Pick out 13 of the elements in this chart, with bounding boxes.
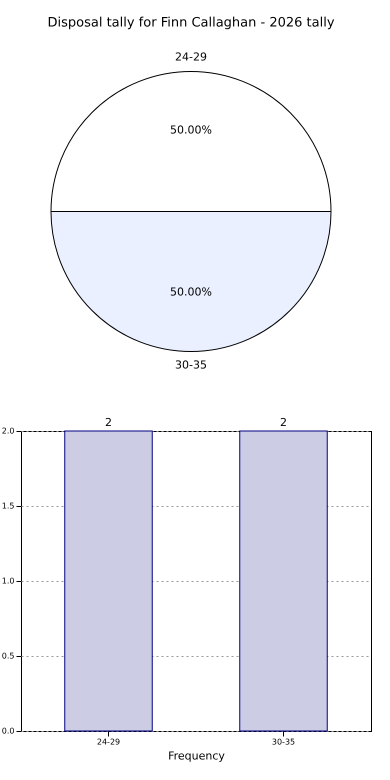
y-tick-label: 0.5 — [2, 652, 14, 660]
data-label: 50.00% — [170, 286, 212, 299]
y-tick-label: 1.5 — [2, 502, 14, 510]
y-tick-label: 1.0 — [2, 576, 14, 586]
slice-label: 24-29 — [175, 50, 207, 64]
data-label: 2 — [280, 416, 287, 429]
data-label: 2 — [105, 416, 112, 429]
x-axis-title: Frequency — [168, 750, 226, 762]
y-tick-label: 0.0 — [2, 726, 14, 736]
data-label: 50.00% — [170, 123, 212, 136]
chart-title: Disposal tally for Finn Callaghan - 2026 tally — [47, 16, 335, 30]
slice-label: 30-35 — [175, 358, 207, 372]
y-tick-label: 2.0 — [2, 426, 14, 436]
